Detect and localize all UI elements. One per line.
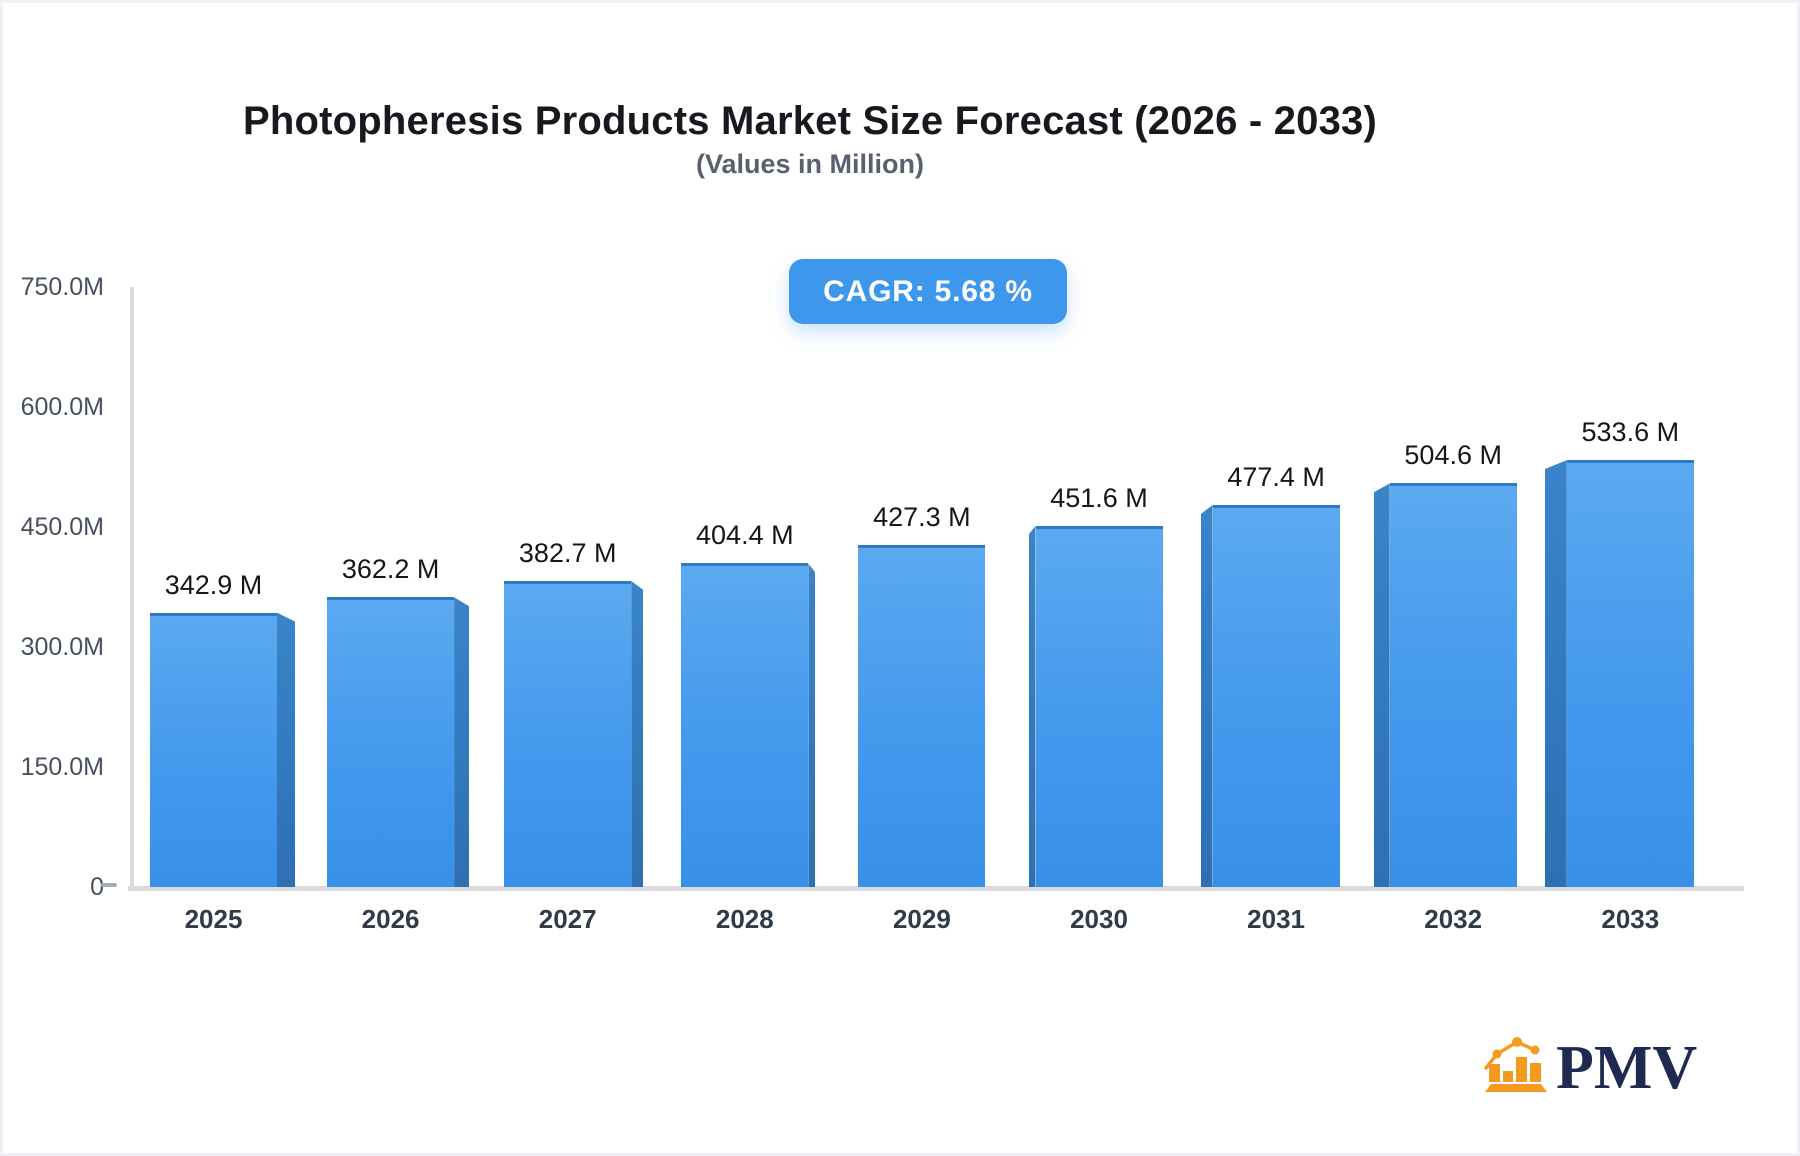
bar-side-2025 xyxy=(277,612,295,887)
bar-2026[interactable] xyxy=(327,597,455,887)
chart-subtitle: (Values in Million) xyxy=(695,149,925,179)
chart-header: Photopheresis Products Market Size Forec… xyxy=(0,98,1620,180)
y-tick-label-150.0M: 150.0M xyxy=(20,753,104,781)
logo-bars-icon xyxy=(1483,1034,1549,1097)
bar-side-2026 xyxy=(454,597,470,887)
zero-tick-mark xyxy=(101,883,117,887)
bar-2031[interactable] xyxy=(1212,505,1340,887)
bar-side-2030 xyxy=(1028,525,1036,887)
bar-side-2032 xyxy=(1373,483,1390,887)
bar-2030[interactable] xyxy=(1035,525,1163,887)
bar-2028[interactable] xyxy=(681,563,809,887)
logo-text: PMV xyxy=(1556,1033,1698,1102)
bar-side-2027 xyxy=(631,580,644,887)
x-tick-label-2031: 2031 xyxy=(1247,904,1306,934)
x-tick-label-2027: 2027 xyxy=(538,904,597,934)
x-tick-label-2029: 2029 xyxy=(892,904,951,934)
x-tick-label-2032: 2032 xyxy=(1424,904,1483,934)
bar-2029[interactable] xyxy=(858,545,986,887)
value-label-2027: 382.7 M xyxy=(518,537,617,568)
bar-side-2033 xyxy=(1544,460,1567,887)
value-label-2032: 504.6 M xyxy=(1404,440,1502,471)
x-tick-label-2033: 2033 xyxy=(1601,904,1660,934)
cagr-badge: CAGR: 5.68 % xyxy=(789,259,1067,324)
value-label-2025: 342.9 M xyxy=(164,569,263,600)
pmv-logo: PMV xyxy=(1483,1033,1698,1102)
bar-2033[interactable] xyxy=(1566,460,1694,887)
y-tick-label-300.0M: 300.0M xyxy=(20,633,104,661)
bar-side-2028 xyxy=(808,563,816,887)
y-tick-label-0: 0 xyxy=(90,873,104,901)
value-label-2033: 533.6 M xyxy=(1581,417,1680,448)
bar-2027[interactable] xyxy=(504,580,632,887)
x-axis-line xyxy=(128,886,1744,891)
chart-title: Photopheresis Products Market Size Forec… xyxy=(242,99,1378,143)
x-tick-label-2030: 2030 xyxy=(1070,904,1128,934)
bar-side-2031 xyxy=(1200,505,1213,887)
y-tick-label-750.0M: 750.0M xyxy=(20,273,104,301)
bar-2025[interactable] xyxy=(150,612,277,887)
x-tick-label-2026: 2026 xyxy=(361,904,420,934)
value-label-2030: 451.6 M xyxy=(1050,482,1148,513)
bar-2032[interactable] xyxy=(1389,483,1517,887)
y-tick-label-450.0M: 450.0M xyxy=(20,513,104,541)
x-tick-label-2025: 2025 xyxy=(184,904,243,934)
value-label-2029: 427.3 M xyxy=(873,502,971,533)
value-label-2026: 362.2 M xyxy=(341,554,440,585)
x-tick-label-2028: 2028 xyxy=(715,904,774,934)
y-tick-label-600.0M: 600.0M xyxy=(20,393,104,421)
value-label-2031: 477.4 M xyxy=(1227,462,1325,493)
value-label-2028: 404.4 M xyxy=(696,520,794,551)
y-axis-line xyxy=(130,287,134,891)
